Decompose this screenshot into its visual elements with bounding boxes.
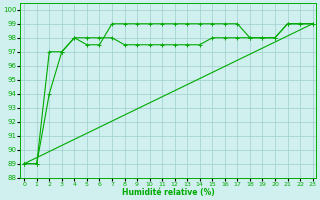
X-axis label: Humidité relative (%): Humidité relative (%) (122, 188, 215, 197)
